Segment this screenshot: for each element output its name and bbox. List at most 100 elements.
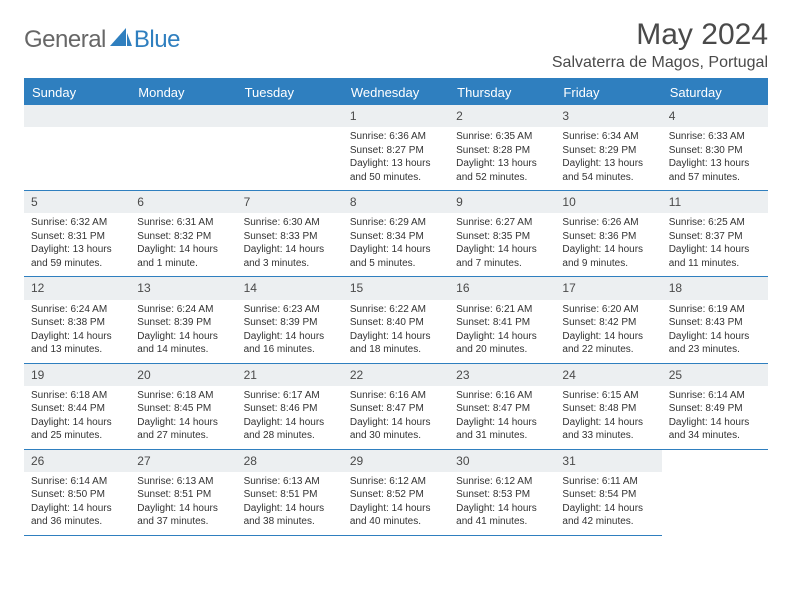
sunset-text: Sunset: 8:52 PM	[350, 488, 442, 502]
day-body: Sunrise: 6:24 AMSunset: 8:38 PMDaylight:…	[24, 300, 130, 363]
daylight-text: Daylight: 14 hours and 1 minute.	[137, 243, 229, 270]
calendar-day-cell: 14Sunrise: 6:23 AMSunset: 8:39 PMDayligh…	[237, 277, 343, 363]
calendar-day-cell: 7Sunrise: 6:30 AMSunset: 8:33 PMDaylight…	[237, 191, 343, 277]
sunset-text: Sunset: 8:46 PM	[244, 402, 336, 416]
sunset-text: Sunset: 8:47 PM	[350, 402, 442, 416]
sunrise-text: Sunrise: 6:26 AM	[562, 216, 654, 230]
day-number: 25	[662, 364, 768, 386]
calendar-day-cell: 2 Sunrise: 6:35 AMSunset: 8:28 PMDaylight…	[449, 105, 555, 191]
day-body: Sunrise: 6:14 AMSunset: 8:49 PMDaylight:…	[662, 386, 768, 449]
calendar-day-cell: 19Sunrise: 6:18 AMSunset: 8:44 PMDayligh…	[24, 364, 130, 450]
sunrise-text: Sunrise: 6:22 AM	[350, 303, 442, 317]
weekday-header: Tuesday	[237, 80, 343, 105]
daylight-text: Daylight: 13 hours and 54 minutes.	[562, 157, 654, 184]
calendar-day-cell: 25Sunrise: 6:14 AMSunset: 8:49 PMDayligh…	[662, 364, 768, 450]
day-body: Sunrise: 6:21 AMSunset: 8:41 PMDaylight:…	[449, 300, 555, 363]
daylight-text: Daylight: 14 hours and 23 minutes.	[669, 330, 761, 357]
daylight-text: Daylight: 14 hours and 16 minutes.	[244, 330, 336, 357]
day-number: 29	[343, 450, 449, 472]
day-number: 11	[662, 191, 768, 213]
day-number: 22	[343, 364, 449, 386]
daylight-text: Daylight: 14 hours and 9 minutes.	[562, 243, 654, 270]
daylight-text: Daylight: 13 hours and 50 minutes.	[350, 157, 442, 184]
day-body: Sunrise: 6:16 AMSunset: 8:47 PMDaylight:…	[449, 386, 555, 449]
daylight-text: Daylight: 13 hours and 57 minutes.	[669, 157, 761, 184]
logo: General Blue	[24, 18, 180, 54]
title-block: May 2024 Salvaterra de Magos, Portugal	[552, 18, 768, 72]
sunset-text: Sunset: 8:28 PM	[456, 144, 548, 158]
day-number: 3	[555, 105, 661, 127]
weekday-header: Saturday	[662, 80, 768, 105]
logo-text-blue: Blue	[134, 26, 180, 54]
day-number: 13	[130, 277, 236, 299]
sunset-text: Sunset: 8:27 PM	[350, 144, 442, 158]
logo-sail-icon	[110, 28, 132, 53]
sunrise-text: Sunrise: 6:14 AM	[31, 475, 123, 489]
daylight-text: Daylight: 14 hours and 5 minutes.	[350, 243, 442, 270]
daylight-text: Daylight: 13 hours and 52 minutes.	[456, 157, 548, 184]
calendar-day-cell: 31Sunrise: 6:11 AMSunset: 8:54 PMDayligh…	[555, 450, 661, 536]
daylight-text: Daylight: 14 hours and 22 minutes.	[562, 330, 654, 357]
calendar-day-cell: 26Sunrise: 6:14 AMSunset: 8:50 PMDayligh…	[24, 450, 130, 536]
daylight-text: Daylight: 14 hours and 28 minutes.	[244, 416, 336, 443]
daylight-text: Daylight: 14 hours and 25 minutes.	[31, 416, 123, 443]
daylight-text: Daylight: 14 hours and 27 minutes.	[137, 416, 229, 443]
sunrise-text: Sunrise: 6:16 AM	[350, 389, 442, 403]
sunrise-text: Sunrise: 6:23 AM	[244, 303, 336, 317]
calendar-day-cell: 9Sunrise: 6:27 AMSunset: 8:35 PMDaylight…	[449, 191, 555, 277]
calendar-day-cell: 5Sunrise: 6:32 AMSunset: 8:31 PMDaylight…	[24, 191, 130, 277]
sunrise-text: Sunrise: 6:31 AM	[137, 216, 229, 230]
sunset-text: Sunset: 8:51 PM	[137, 488, 229, 502]
day-number: 2	[449, 105, 555, 127]
day-body: Sunrise: 6:19 AMSunset: 8:43 PMDaylight:…	[662, 300, 768, 363]
sunrise-text: Sunrise: 6:35 AM	[456, 130, 548, 144]
day-body: Sunrise: 6:34 AMSunset: 8:29 PMDaylight:…	[555, 127, 661, 190]
day-number: 21	[237, 364, 343, 386]
day-number: 24	[555, 364, 661, 386]
day-body: Sunrise: 6:13 AMSunset: 8:51 PMDaylight:…	[130, 472, 236, 535]
calendar-day-cell: 12Sunrise: 6:24 AMSunset: 8:38 PMDayligh…	[24, 277, 130, 363]
day-body: Sunrise: 6:32 AMSunset: 8:31 PMDaylight:…	[24, 213, 130, 276]
sunrise-text: Sunrise: 6:24 AM	[31, 303, 123, 317]
sunset-text: Sunset: 8:47 PM	[456, 402, 548, 416]
sunrise-text: Sunrise: 6:13 AM	[244, 475, 336, 489]
calendar-day-cell: 1Sunrise: 6:36 AMSunset: 8:27 PMDaylight…	[343, 105, 449, 191]
weekday-header-row: SundayMondayTuesdayWednesdayThursdayFrid…	[24, 80, 768, 105]
calendar-day-cell: 27Sunrise: 6:13 AMSunset: 8:51 PMDayligh…	[130, 450, 236, 536]
calendar-day-cell: 11Sunrise: 6:25 AMSunset: 8:37 PMDayligh…	[662, 191, 768, 277]
daylight-text: Daylight: 14 hours and 18 minutes.	[350, 330, 442, 357]
calendar-grid: 1Sunrise: 6:36 AMSunset: 8:27 PMDaylight…	[24, 105, 768, 536]
day-number: 8	[343, 191, 449, 213]
calendar-day-cell: 16Sunrise: 6:21 AMSunset: 8:41 PMDayligh…	[449, 277, 555, 363]
sunrise-text: Sunrise: 6:24 AM	[137, 303, 229, 317]
daylight-text: Daylight: 14 hours and 36 minutes.	[31, 502, 123, 529]
sunrise-text: Sunrise: 6:12 AM	[456, 475, 548, 489]
sunset-text: Sunset: 8:31 PM	[31, 230, 123, 244]
sunset-text: Sunset: 8:36 PM	[562, 230, 654, 244]
sunset-text: Sunset: 8:35 PM	[456, 230, 548, 244]
calendar-day-cell: 29Sunrise: 6:12 AMSunset: 8:52 PMDayligh…	[343, 450, 449, 536]
day-body: Sunrise: 6:26 AMSunset: 8:36 PMDaylight:…	[555, 213, 661, 276]
calendar-day-cell: 24Sunrise: 6:15 AMSunset: 8:48 PMDayligh…	[555, 364, 661, 450]
calendar-empty-cell	[130, 105, 236, 191]
day-body: Sunrise: 6:27 AMSunset: 8:35 PMDaylight:…	[449, 213, 555, 276]
sunrise-text: Sunrise: 6:34 AM	[562, 130, 654, 144]
calendar-day-cell: 21Sunrise: 6:17 AMSunset: 8:46 PMDayligh…	[237, 364, 343, 450]
calendar-day-cell: 23Sunrise: 6:16 AMSunset: 8:47 PMDayligh…	[449, 364, 555, 450]
day-body: Sunrise: 6:16 AMSunset: 8:47 PMDaylight:…	[343, 386, 449, 449]
sunrise-text: Sunrise: 6:11 AM	[562, 475, 654, 489]
day-body: Sunrise: 6:25 AMSunset: 8:37 PMDaylight:…	[662, 213, 768, 276]
day-number: 10	[555, 191, 661, 213]
day-number: 28	[237, 450, 343, 472]
sunrise-text: Sunrise: 6:30 AM	[244, 216, 336, 230]
day-body: Sunrise: 6:29 AMSunset: 8:34 PMDaylight:…	[343, 213, 449, 276]
daylight-text: Daylight: 14 hours and 14 minutes.	[137, 330, 229, 357]
daylight-text: Daylight: 14 hours and 42 minutes.	[562, 502, 654, 529]
weekday-header: Sunday	[24, 80, 130, 105]
sunrise-text: Sunrise: 6:13 AM	[137, 475, 229, 489]
sunset-text: Sunset: 8:39 PM	[244, 316, 336, 330]
sunset-text: Sunset: 8:37 PM	[669, 230, 761, 244]
sunset-text: Sunset: 8:44 PM	[31, 402, 123, 416]
daylight-text: Daylight: 14 hours and 3 minutes.	[244, 243, 336, 270]
location-label: Salvaterra de Magos, Portugal	[552, 54, 768, 72]
